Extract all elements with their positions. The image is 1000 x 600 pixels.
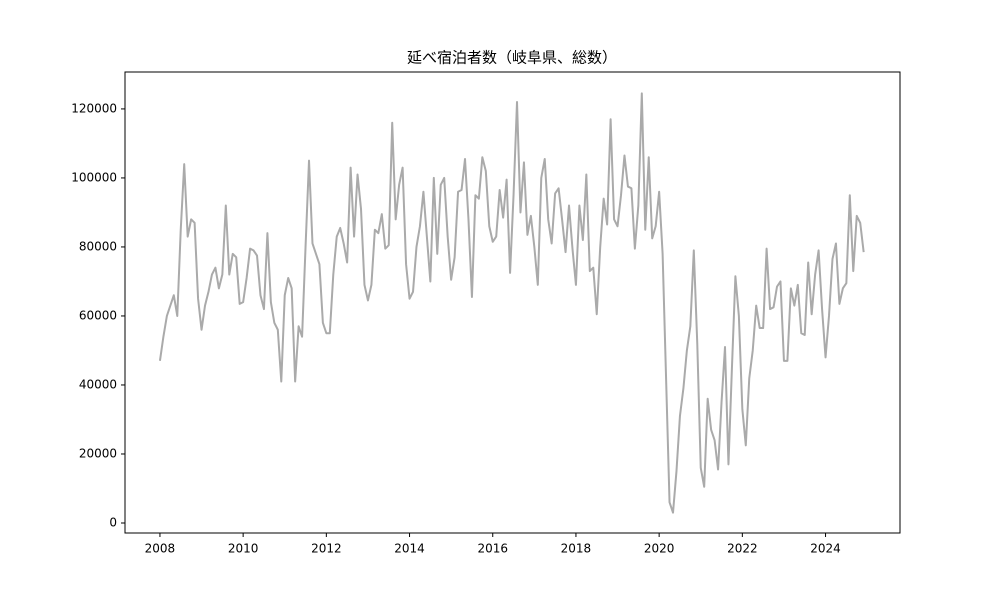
x-tick-label: 2016 [477, 542, 508, 556]
y-tick-label: 100000 [71, 170, 117, 184]
y-tick-label: 120000 [71, 101, 117, 115]
x-tick-label: 2018 [561, 542, 592, 556]
x-tick-label: 2014 [394, 542, 425, 556]
x-tick-label: 2008 [145, 542, 176, 556]
x-tick-label: 2020 [644, 542, 675, 556]
plot-frame [124, 71, 901, 534]
x-tick-label: 2022 [727, 542, 758, 556]
y-tick-label: 20000 [79, 446, 117, 460]
y-tick-label: 40000 [79, 377, 117, 391]
data-line [158, 92, 865, 514]
x-tick-label: 2012 [311, 542, 342, 556]
y-tick-label: 60000 [79, 308, 117, 322]
x-tick-label: 2024 [810, 542, 841, 556]
y-tick-label: 0 [109, 515, 117, 529]
x-tick-label: 2010 [228, 542, 259, 556]
y-tick-label: 80000 [79, 239, 117, 253]
chart-title: 延べ宿泊者数（岐阜県、総数） [407, 49, 617, 67]
